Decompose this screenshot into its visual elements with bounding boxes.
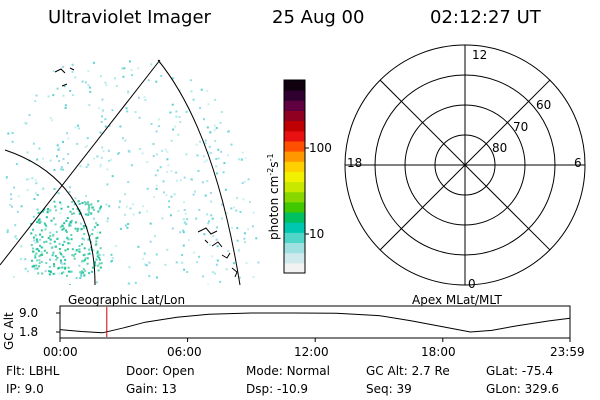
instrument-title: Ultraviolet Imager [48, 7, 211, 28]
time-tick-1800: 18:00 [421, 345, 456, 359]
door-field: Door: Open [126, 364, 195, 378]
colorbar-cell [284, 212, 305, 223]
filter-field: Flt: LBHL [6, 364, 60, 378]
colorbar-unit-label: photon cm-2s-1 [266, 153, 281, 240]
mode-field: Mode: Normal [246, 364, 330, 378]
colorbar [283, 79, 309, 274]
polar-grid [344, 44, 586, 286]
altitude-plot-frame [59, 305, 571, 339]
colorbar-cell [284, 222, 305, 233]
ip-field: IP: 9.0 [6, 382, 44, 396]
gain-field: Gain: 13 [126, 382, 177, 396]
mlt-label-0: 0 [468, 277, 476, 291]
time-label: 02:12:27 UT [430, 7, 541, 28]
time-tick-1200: 12:00 [294, 345, 329, 359]
colorbar-cell [284, 80, 305, 91]
time-tick-0600: 06:00 [167, 345, 202, 359]
geographic-grid [0, 59, 241, 286]
altitude-plot [56, 305, 571, 342]
altitude-ytick-1-8: 1.8 [19, 325, 39, 339]
apex-panel-label: Apex MLat/MLT [412, 293, 502, 307]
altitude-axis-label: GC Alt [2, 312, 16, 350]
colorbar-cell [284, 110, 305, 122]
mlat-label-60: 60 [536, 98, 552, 112]
colorbar-cell [284, 191, 305, 203]
time-tick-0000: 00:00 [43, 345, 78, 359]
colorbar-tick-label-100: 100 [309, 141, 332, 155]
colorbar-cell [284, 90, 305, 101]
colorbar-cell [284, 120, 305, 132]
colorbar-cell [284, 252, 305, 264]
mlt-label-6: 6 [574, 156, 582, 170]
mlat-label-80: 80 [492, 141, 508, 155]
colorbar-cell [284, 140, 305, 152]
colorbar-cell [284, 201, 305, 213]
time-tick-2359: 23:59 [550, 345, 585, 359]
geographic-panel-label: Geographic Lat/Lon [68, 293, 186, 307]
seq-field: Seq: 39 [366, 382, 412, 396]
colorbar-tick-label-10: 10 [309, 227, 325, 241]
uv-emission-pixels [5, 60, 262, 285]
colorbar-cell [284, 171, 305, 183]
altitude-ytick-9: 9.0 [19, 306, 39, 320]
colorbar-cell [284, 130, 305, 142]
glat-field: GLat: -75.4 [486, 364, 553, 378]
colorbar-cell [284, 181, 305, 193]
colorbar-cell [284, 161, 305, 172]
colorbar-cell [284, 151, 305, 162]
uv-image-panel [0, 59, 262, 286]
mlat-label-70: 70 [513, 120, 529, 134]
gc-alt-field: GC Alt: 2.7 Re [366, 364, 450, 378]
colorbar-cell [284, 232, 305, 244]
date-label: 25 Aug 00 [272, 7, 365, 28]
dsp-field: Dsp: -10.9 [246, 382, 309, 396]
coastline-fragments [54, 67, 238, 278]
colorbar-cell [284, 262, 305, 274]
mlt-label-12: 12 [472, 48, 488, 62]
colorbar-cell [284, 242, 305, 254]
colorbar-cell [284, 100, 305, 111]
mlt-label-18: 18 [347, 156, 363, 170]
orbit-altitude-curve [59, 312, 570, 334]
glon-field: GLon: 329.6 [486, 382, 559, 396]
